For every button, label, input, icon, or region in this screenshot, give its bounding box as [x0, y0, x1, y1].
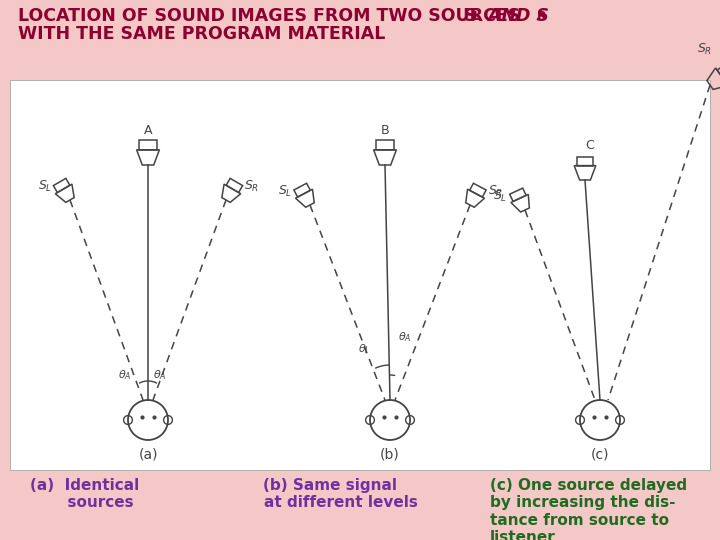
FancyBboxPatch shape — [10, 80, 710, 470]
Text: B: B — [381, 124, 390, 137]
Text: $S_L$: $S_L$ — [37, 178, 52, 193]
Text: $\theta_A$: $\theta_A$ — [153, 368, 166, 382]
Text: (c): (c) — [590, 448, 609, 462]
Text: $S_R$: $S_R$ — [488, 184, 503, 199]
Text: C: C — [585, 139, 595, 152]
Text: A: A — [144, 124, 152, 137]
Text: $S_R$: $S_R$ — [244, 178, 259, 193]
Text: R: R — [537, 10, 546, 23]
Text: $\theta_I$: $\theta_I$ — [358, 342, 369, 356]
Text: AND S: AND S — [482, 7, 549, 25]
Text: S: S — [464, 7, 477, 25]
Text: $S_L$: $S_L$ — [278, 184, 292, 199]
Text: $\theta_A$: $\theta_A$ — [118, 368, 132, 382]
Text: $S_L$: $S_L$ — [492, 188, 507, 204]
Text: $\theta_A$: $\theta_A$ — [398, 330, 412, 344]
Text: L: L — [473, 10, 481, 23]
Text: (b) Same signal
    at different levels: (b) Same signal at different levels — [243, 478, 418, 510]
Text: (b): (b) — [380, 448, 400, 462]
Text: WITH THE SAME PROGRAM MATERIAL: WITH THE SAME PROGRAM MATERIAL — [18, 25, 385, 43]
Text: LOCATION OF SOUND IMAGES FROM TWO SOURCES: LOCATION OF SOUND IMAGES FROM TWO SOURCE… — [18, 7, 526, 25]
Text: $S_R$: $S_R$ — [698, 42, 713, 57]
Text: (a)  Identical
      sources: (a) Identical sources — [30, 478, 140, 510]
Text: (a): (a) — [138, 448, 158, 462]
Text: (c) One source delayed
by increasing the dis-
tance from source to
listener: (c) One source delayed by increasing the… — [490, 478, 687, 540]
